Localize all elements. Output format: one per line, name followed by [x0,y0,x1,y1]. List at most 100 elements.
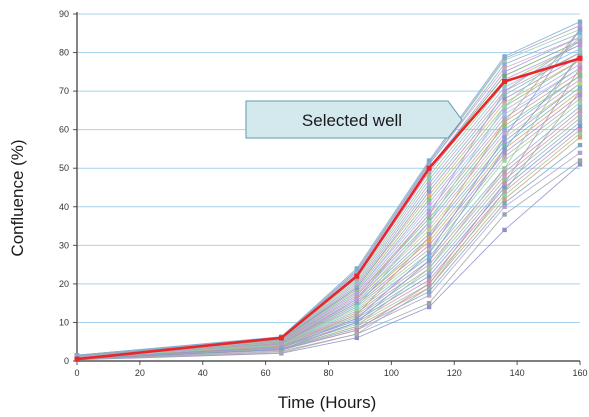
selected-well-point [278,335,284,341]
series-point [577,34,583,40]
y-tick-label: 80 [59,48,69,58]
x-tick-label: 0 [74,368,79,378]
series-point [502,146,507,152]
series-point [426,158,432,163]
series-point [502,150,507,155]
series-point [502,100,507,105]
x-axis-title: Time (Hours) [278,393,377,412]
series-point [577,119,583,125]
series-point [577,50,583,55]
selected-well-point [577,55,583,61]
series-point [502,139,507,144]
series-line [76,67,581,360]
series-point [502,169,507,175]
series-point [577,38,583,44]
callout-box [245,100,463,139]
y-tick-label: 70 [59,86,69,96]
series-line [76,90,581,360]
series-point [502,108,507,113]
series-point [426,300,432,306]
series-point [354,266,359,271]
series-line [76,164,581,361]
series-point [426,304,432,310]
series-point [354,324,359,329]
series-point [354,316,359,321]
series-point [502,173,507,179]
x-tick-label: 20 [135,368,145,378]
series-point [426,196,432,202]
series-line [76,29,581,359]
y-tick-label: 10 [59,317,69,327]
series-point [426,235,432,240]
series-point [426,277,432,283]
series-point [426,185,432,190]
series-point [502,154,507,159]
series-point [577,104,583,109]
series-point [354,335,359,341]
series-point [426,212,432,217]
series-point [577,112,583,117]
series-point [354,304,359,310]
series-point [426,220,432,225]
series-point [577,127,583,132]
series-point [502,119,507,125]
series-point [502,177,507,182]
series-point [577,115,583,121]
series-line [76,36,581,358]
y-tick-label: 90 [59,9,69,19]
series-point [426,273,432,279]
series-point [577,19,583,24]
series-point [577,92,583,98]
axes: 0 10 20 30 40 50 60 70 80 90 0 20 40 60 80 100 120 140 160 [59,9,588,378]
series-point [577,131,583,136]
series-line [76,40,581,358]
series-point [502,123,507,129]
x-tick-label: 100 [384,368,399,378]
series-point [502,112,507,117]
series-point [426,227,432,233]
series-point [502,61,507,67]
series-point [354,312,359,317]
series-point [426,258,432,263]
series-point [502,227,507,233]
series-point [354,327,359,333]
series-point [502,115,507,121]
series-point [426,293,432,298]
series-point [426,246,432,252]
series-point [279,347,284,352]
callout-label: Selected well [302,111,402,130]
series-point [426,243,432,248]
series-point [426,231,432,236]
series-point [502,88,507,94]
series-point [577,65,583,71]
series-markers [74,19,583,363]
y-tick-label: 50 [59,163,69,173]
series-point [426,216,432,221]
x-tick-label: 140 [510,368,525,378]
series-point [502,135,507,140]
y-tick-label: 40 [59,202,69,212]
x-tick-label: 160 [572,368,587,378]
series-point [577,85,583,90]
series-point [354,320,359,325]
series-point [426,177,432,182]
x-tick-label: 120 [447,368,462,378]
series-point [426,200,432,206]
series-point [426,270,432,275]
series-point [502,85,507,90]
series-point [502,196,507,202]
series-point [354,297,359,302]
x-tick-label: 60 [261,368,271,378]
series-point [502,204,507,209]
series-point [502,104,507,109]
series-point [577,135,583,140]
series-point [577,150,583,155]
series-point [502,73,507,78]
series-point [577,100,583,105]
series-point [577,88,583,94]
series-point [354,331,359,337]
series-point [577,108,583,113]
series-point [426,266,432,271]
series-point [426,193,432,198]
